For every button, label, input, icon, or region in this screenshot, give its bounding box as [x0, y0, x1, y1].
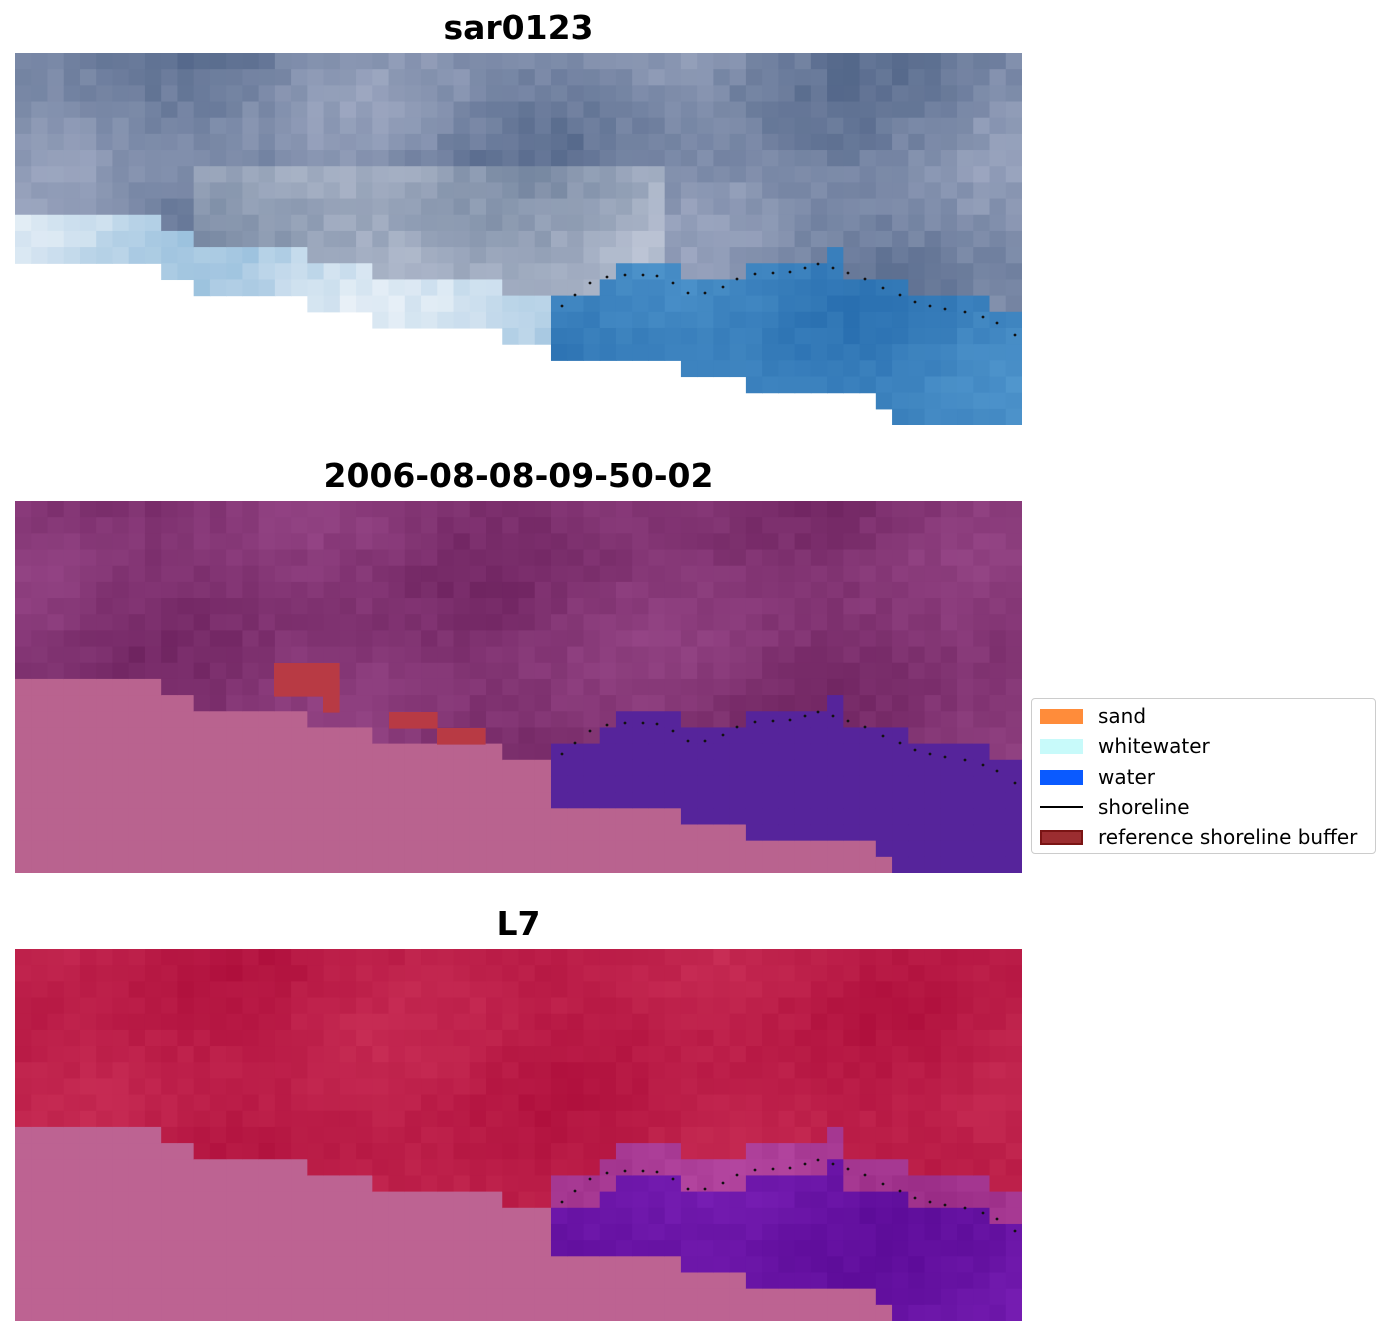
classified-image-panel — [15, 501, 1022, 873]
water-swatch — [1040, 770, 1083, 785]
shoreline-line-swatch — [1040, 806, 1083, 808]
legend-label-whitewater: whitewater — [1098, 734, 1210, 758]
legend-label-sand: sand — [1098, 704, 1147, 728]
legend-item-shoreline: shoreline — [1032, 795, 1375, 819]
legend-label-shoreline: shoreline — [1098, 795, 1190, 819]
legend-item-reference-buffer: reference shoreline buffer — [1032, 825, 1375, 849]
index-image-panel — [15, 949, 1022, 1321]
legend-item-sand: sand — [1032, 704, 1375, 728]
panel-title-classified: 2006-08-08-09-50-02 — [323, 456, 714, 495]
whitewater-swatch — [1040, 739, 1083, 754]
panel-title-rgb: sar0123 — [443, 8, 594, 47]
legend-item-water: water — [1032, 765, 1375, 789]
legend-item-whitewater: whitewater — [1032, 734, 1375, 758]
legend: sand whitewater water shoreline referenc… — [1031, 698, 1376, 854]
reference-buffer-swatch — [1040, 830, 1083, 845]
rgb-image-panel — [15, 53, 1022, 425]
panel-title-index: L7 — [496, 904, 541, 943]
sand-swatch — [1040, 709, 1083, 724]
legend-label-water: water — [1098, 765, 1155, 789]
legend-label-reference-buffer: reference shoreline buffer — [1098, 825, 1358, 849]
